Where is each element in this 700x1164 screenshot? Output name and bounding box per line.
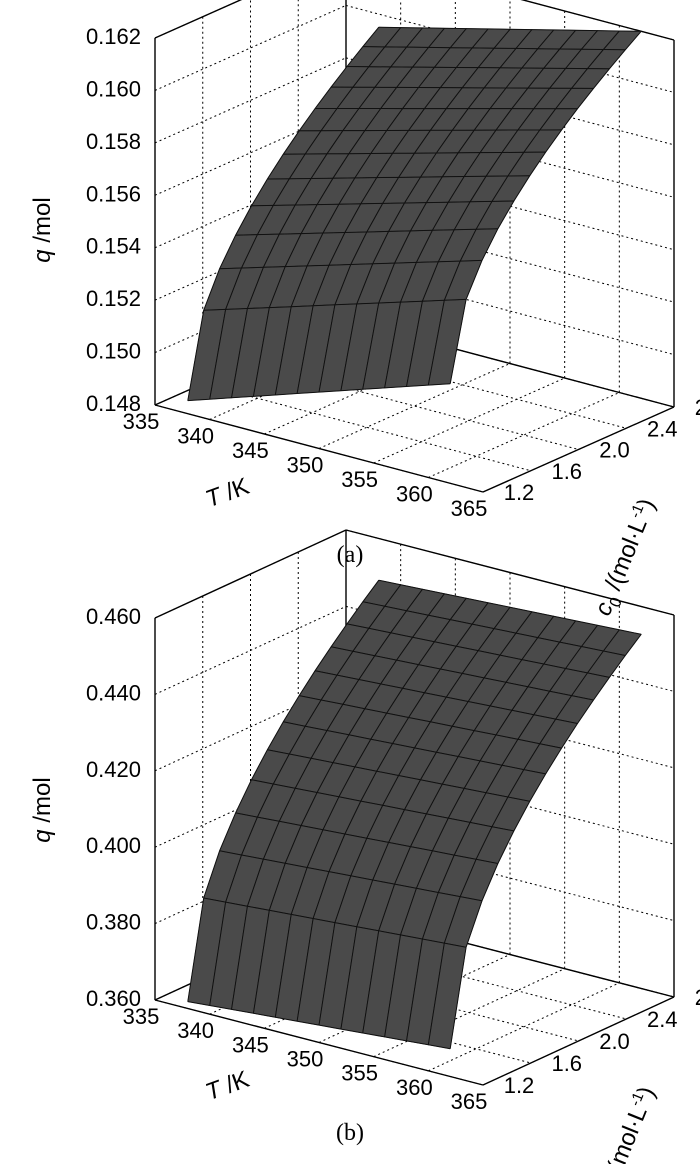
- y-axis-line: [482, 996, 675, 1086]
- z-tick-label: 0.162: [86, 24, 141, 49]
- mesh-line: [283, 151, 546, 155]
- y-tick-label: 2.4: [647, 416, 678, 441]
- x-tick-label: 335: [123, 409, 160, 434]
- z-tick-label: 0.158: [86, 129, 141, 154]
- mesh-line: [187, 1001, 451, 1050]
- x-axis-line: [154, 404, 484, 493]
- mesh-line: [378, 579, 642, 635]
- mesh-line: [362, 601, 626, 656]
- x-tick-label: 365: [451, 496, 488, 521]
- mesh-line: [187, 383, 451, 402]
- mesh-line: [251, 779, 514, 832]
- mesh-line: [362, 46, 626, 51]
- mesh-line: [203, 298, 467, 311]
- mesh-line: [299, 695, 562, 749]
- y-axis-unit: /(mol·L: [597, 1103, 653, 1164]
- z-axis-unit: /mol: [29, 197, 56, 249]
- z-axis-var: q: [29, 829, 56, 843]
- z-axis-unit: /mol: [29, 777, 56, 829]
- x-tick-label: 340: [177, 424, 214, 449]
- chart-a: 335 340 345 350 355 360 365 1.2 1.6 2.0 2.4 2.8 0.14…: [29, 0, 700, 620]
- z-tick-label: 0.150: [86, 339, 141, 364]
- x-tick-label: 340: [177, 1018, 214, 1043]
- mesh-line: [267, 175, 530, 180]
- y-axis-exp: -1: [627, 502, 648, 521]
- y-tick-label: 1.2: [504, 1073, 535, 1098]
- side-grid-line: [154, 4, 347, 91]
- y-tick-label: 1.2: [504, 480, 535, 505]
- x-tick-label: 355: [341, 1061, 378, 1086]
- mesh-line: [235, 812, 498, 864]
- z-axis-var: q: [29, 249, 56, 263]
- floor-grid-line: [428, 392, 620, 478]
- x-tick-label: 335: [123, 1004, 160, 1029]
- x-tick-label: 365: [451, 1089, 488, 1114]
- z-tick-label: 0.400: [86, 833, 141, 858]
- box-edge: [520, 0, 675, 41]
- y-axis-unit: /(mol·L: [597, 515, 653, 601]
- mesh-line: [346, 623, 610, 678]
- mesh-line: [346, 66, 610, 70]
- mesh-line: [219, 259, 483, 270]
- z-axis-label: q /mol: [29, 777, 56, 842]
- x-tick-label: 360: [396, 482, 433, 507]
- surface: [187, 26, 642, 402]
- mesh-line: [378, 26, 642, 32]
- mesh-line: [203, 897, 467, 948]
- x-tick-label: 350: [287, 453, 324, 478]
- box-edge: [345, 529, 675, 616]
- z-tick-label: 0.148: [86, 391, 141, 416]
- mesh-line: [330, 646, 594, 701]
- y-axis-label: c0 /(mol·L-1): [588, 1082, 664, 1164]
- mesh-line: [251, 200, 514, 207]
- floor-grid-line: [428, 982, 620, 1072]
- z-tick-label: 0.420: [86, 757, 141, 782]
- box-edge: [154, 529, 347, 619]
- mesh-line: [219, 850, 483, 902]
- y-tick-label: 2.4: [647, 1007, 678, 1032]
- box-edge: [154, 0, 243, 39]
- x-tick-label: 355: [341, 467, 378, 492]
- y-tick-label: 1.6: [551, 1051, 582, 1076]
- x-axis-label: T /K: [202, 1066, 253, 1106]
- x-tick-label: 345: [232, 1032, 269, 1057]
- floor-grid-line: [202, 383, 531, 472]
- z-tick-label: 0.152: [86, 286, 141, 311]
- x-tick-label: 360: [396, 1075, 433, 1100]
- mesh-line: [235, 228, 498, 236]
- z-tick-label: 0.160: [86, 76, 141, 101]
- y-tick-label: 2.0: [599, 438, 630, 463]
- mesh-line: [283, 721, 546, 775]
- chart-caption: (b): [336, 1120, 364, 1146]
- x-axis-line: [154, 999, 484, 1086]
- y-tick-label: 2.8: [695, 985, 700, 1010]
- mesh-line: [299, 129, 562, 132]
- z-tick-label: 0.380: [86, 910, 141, 935]
- z-tick-label: 0.460: [86, 604, 141, 629]
- z-tick-label: 0.154: [86, 234, 141, 259]
- mesh-line: [267, 749, 530, 802]
- z-tick-label: 0.440: [86, 680, 141, 705]
- z-tick-label: 0.360: [86, 986, 141, 1011]
- y-tick-label: 2.8: [695, 395, 700, 420]
- y-tick-label: 2.0: [599, 1029, 630, 1054]
- mesh-line: [331, 86, 594, 89]
- y-axis-line: [482, 406, 675, 493]
- chart-b: 335 340 345 350 355 360 365 1.2 1.6 2.0 2.4 2.8 0.36…: [29, 529, 700, 1164]
- z-axis-label: q /mol: [29, 197, 56, 262]
- chart-caption: (a): [337, 542, 364, 568]
- y-tick-label: 1.6: [551, 459, 582, 484]
- mesh-line: [315, 670, 578, 724]
- back-grid-line: [345, 4, 675, 93]
- surface: [187, 579, 642, 1050]
- side-grid-line: [154, 605, 347, 695]
- z-tick-label: 0.156: [86, 181, 141, 206]
- x-axis-label: T /K: [202, 473, 253, 513]
- x-tick-label: 345: [232, 438, 269, 463]
- y-axis-exp: -1: [627, 1090, 648, 1109]
- x-tick-label: 350: [287, 1047, 324, 1072]
